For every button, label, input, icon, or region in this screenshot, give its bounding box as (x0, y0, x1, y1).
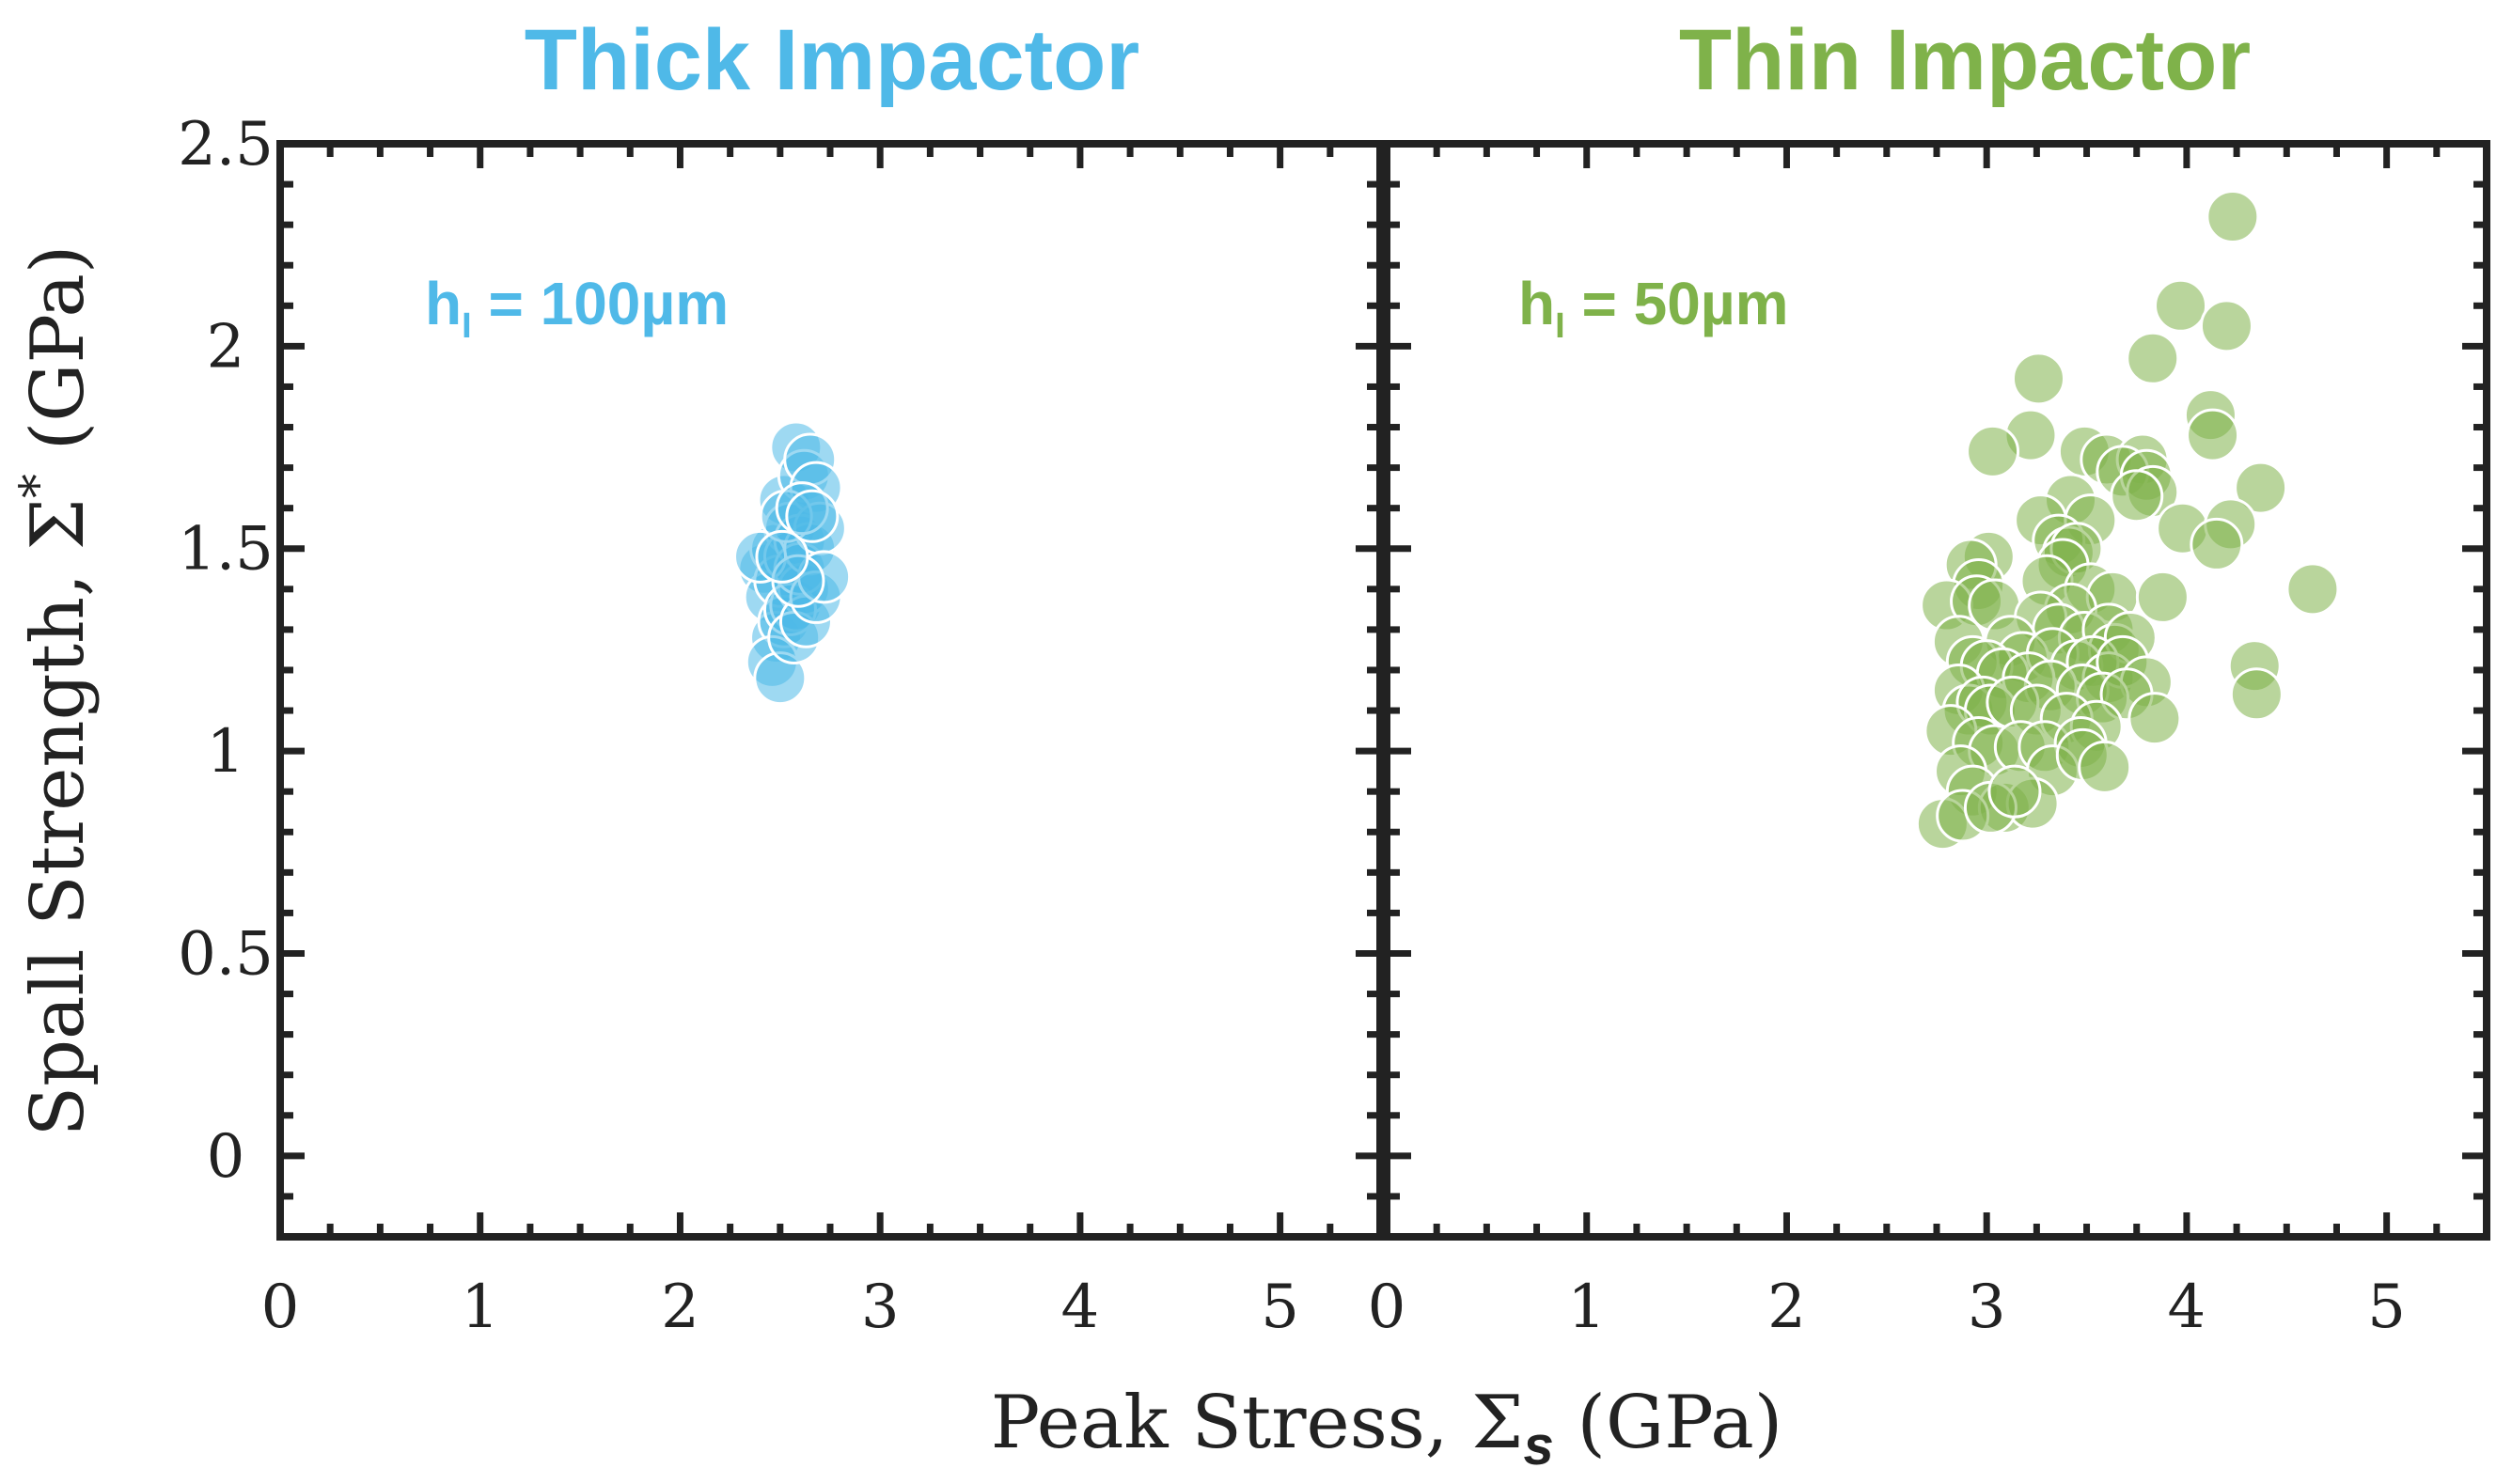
data-point (2078, 740, 2132, 794)
data-point (2285, 562, 2340, 617)
data-point (2234, 461, 2288, 515)
data-point (2135, 570, 2190, 624)
y-tick-label: 2.5 (178, 110, 274, 180)
x-tick-label: 3 (861, 1273, 900, 1342)
y-tick-label: 1 (207, 717, 245, 787)
x-tick-label: 0 (1368, 1273, 1406, 1342)
data-point (2127, 692, 2182, 746)
x-tick-label: 5 (1261, 1273, 1299, 1342)
x-tick-label: 4 (2168, 1273, 2206, 1342)
scatter-series-thin (1915, 190, 2340, 851)
data-point (2110, 469, 2164, 523)
scatter-series-thick (733, 420, 852, 706)
data-point (2206, 190, 2260, 244)
y-tick-label: 0 (207, 1122, 245, 1192)
y-tick-label: 1.5 (178, 515, 274, 585)
x-tick-label: 0 (261, 1273, 300, 1342)
y-tick-labels: 0 0.5 1 1.5 2 2.5 (178, 110, 274, 1192)
panel-title-thick: Thick Impactor (525, 12, 1139, 108)
data-point (2190, 517, 2244, 571)
annotation-thick: hI = 100µm (425, 270, 729, 346)
x-tick-label: 1 (461, 1273, 499, 1342)
y-tick-label: 0.5 (178, 919, 274, 989)
x-axis-label: Peak Stress, Σs (GPa) (991, 1381, 1782, 1476)
data-point (1966, 424, 2020, 478)
data-point (785, 489, 840, 543)
x-tick-label: 2 (661, 1273, 699, 1342)
x-tick-label: 4 (1061, 1273, 1100, 1342)
data-point (2229, 667, 2284, 722)
y-tick-label: 2 (207, 312, 245, 382)
data-point (1987, 764, 2042, 819)
x-tick-label: 5 (2367, 1273, 2406, 1342)
y-axis-label: Spall Strength, Σ* (GPa) (10, 245, 101, 1137)
annotation-thin: hI = 50µm (1518, 270, 1789, 346)
data-point (2186, 408, 2240, 462)
axis-ticks (276, 140, 2490, 1241)
panel-title-thin: Thin Impactor (1679, 12, 2251, 108)
data-point (2126, 331, 2180, 385)
data-point (2011, 351, 2065, 406)
x-tick-label: 2 (1767, 1273, 1806, 1342)
x-tick-label: 1 (1567, 1273, 1606, 1342)
data-point (755, 529, 809, 584)
data-point (2154, 278, 2208, 333)
x-tick-label: 3 (1968, 1273, 2006, 1342)
data-point (2199, 299, 2253, 353)
